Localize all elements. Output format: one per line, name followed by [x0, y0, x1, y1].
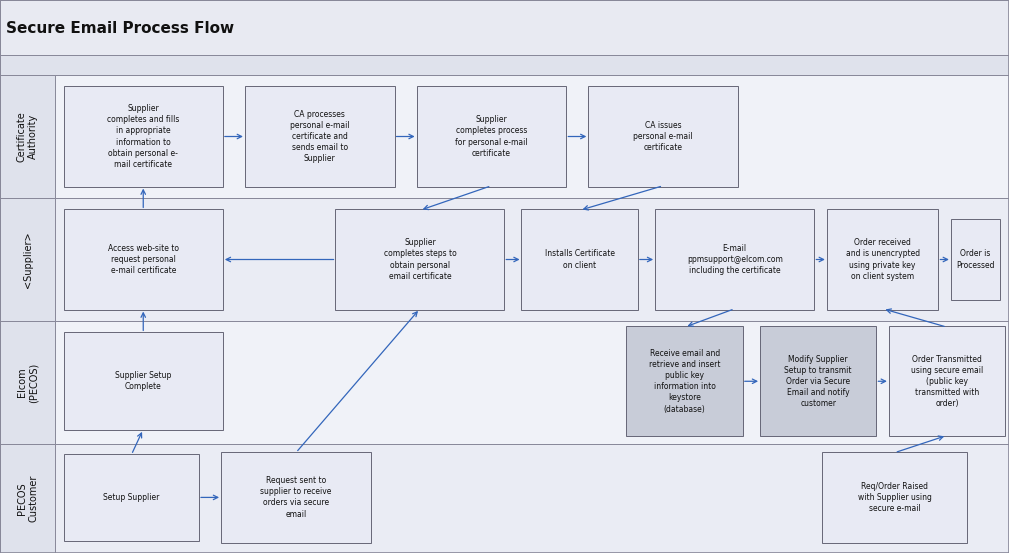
- FancyBboxPatch shape: [826, 209, 938, 310]
- Text: Request sent to
supplier to receive
orders via secure
email: Request sent to supplier to receive orde…: [260, 476, 332, 519]
- Bar: [0, 321, 1009, 444]
- Bar: [0, 75, 1009, 198]
- Bar: [0, 55, 1009, 75]
- Text: Supplier Setup
Complete: Supplier Setup Complete: [115, 371, 172, 392]
- Text: Order received
and is unencrypted
using private key
on client system: Order received and is unencrypted using …: [846, 238, 919, 281]
- Text: CA issues
personal e-mail
certificate: CA issues personal e-mail certificate: [634, 121, 693, 152]
- Text: Supplier
completes steps to
obtain personal
email certificate: Supplier completes steps to obtain perso…: [383, 238, 456, 281]
- FancyBboxPatch shape: [522, 209, 638, 310]
- FancyBboxPatch shape: [64, 454, 199, 541]
- Text: Supplier
completes process
for personal e-mail
certificate: Supplier completes process for personal …: [455, 116, 528, 158]
- FancyBboxPatch shape: [627, 326, 743, 436]
- Text: Supplier
completes and fills
in appropriate
information to
obtain personal e-
ma: Supplier completes and fills in appropri…: [107, 105, 180, 169]
- Text: Order Transmitted
using secure email
(public key
transmitted with
order): Order Transmitted using secure email (pu…: [911, 354, 983, 408]
- Bar: [0, 0, 1009, 55]
- FancyBboxPatch shape: [655, 209, 814, 310]
- FancyBboxPatch shape: [64, 209, 223, 310]
- Text: Elcom
(PECOS): Elcom (PECOS): [17, 362, 38, 403]
- FancyBboxPatch shape: [245, 86, 395, 187]
- Bar: [0, 444, 55, 553]
- Bar: [0, 198, 1009, 321]
- FancyBboxPatch shape: [64, 86, 223, 187]
- Text: E-mail
ppmsupport@elcom.com
including the certificate: E-mail ppmsupport@elcom.com including th…: [687, 244, 783, 275]
- Text: Certificate
Authority: Certificate Authority: [17, 111, 38, 162]
- FancyBboxPatch shape: [950, 219, 1001, 300]
- Bar: [0, 321, 55, 444]
- Text: Modify Supplier
Setup to transmit
Order via Secure
Email and notify
customer: Modify Supplier Setup to transmit Order …: [784, 354, 852, 408]
- Text: Installs Certificate
on client: Installs Certificate on client: [545, 249, 614, 269]
- FancyBboxPatch shape: [64, 332, 223, 430]
- FancyBboxPatch shape: [417, 86, 566, 187]
- Text: PECOS
Customer: PECOS Customer: [17, 475, 38, 522]
- FancyBboxPatch shape: [221, 452, 371, 543]
- Text: Req/Order Raised
with Supplier using
secure e-mail: Req/Order Raised with Supplier using sec…: [858, 482, 931, 513]
- FancyBboxPatch shape: [588, 86, 739, 187]
- FancyBboxPatch shape: [335, 209, 504, 310]
- Text: Receive email and
retrieve and insert
public key
information into
keystore
(data: Receive email and retrieve and insert pu…: [649, 349, 720, 414]
- FancyBboxPatch shape: [822, 452, 967, 543]
- FancyBboxPatch shape: [889, 326, 1005, 436]
- Text: CA processes
personal e-mail
certificate and
sends email to
Supplier: CA processes personal e-mail certificate…: [290, 110, 349, 163]
- Text: <Supplier>: <Supplier>: [22, 231, 32, 288]
- Text: Access web-site to
request personal
e-mail certificate: Access web-site to request personal e-ma…: [108, 244, 179, 275]
- Text: Setup Supplier: Setup Supplier: [103, 493, 159, 502]
- Text: Secure Email Process Flow: Secure Email Process Flow: [6, 21, 234, 36]
- Bar: [0, 75, 55, 198]
- Bar: [0, 198, 55, 321]
- Bar: [0, 444, 1009, 553]
- Text: Order is
Processed: Order is Processed: [957, 249, 995, 269]
- FancyBboxPatch shape: [760, 326, 877, 436]
